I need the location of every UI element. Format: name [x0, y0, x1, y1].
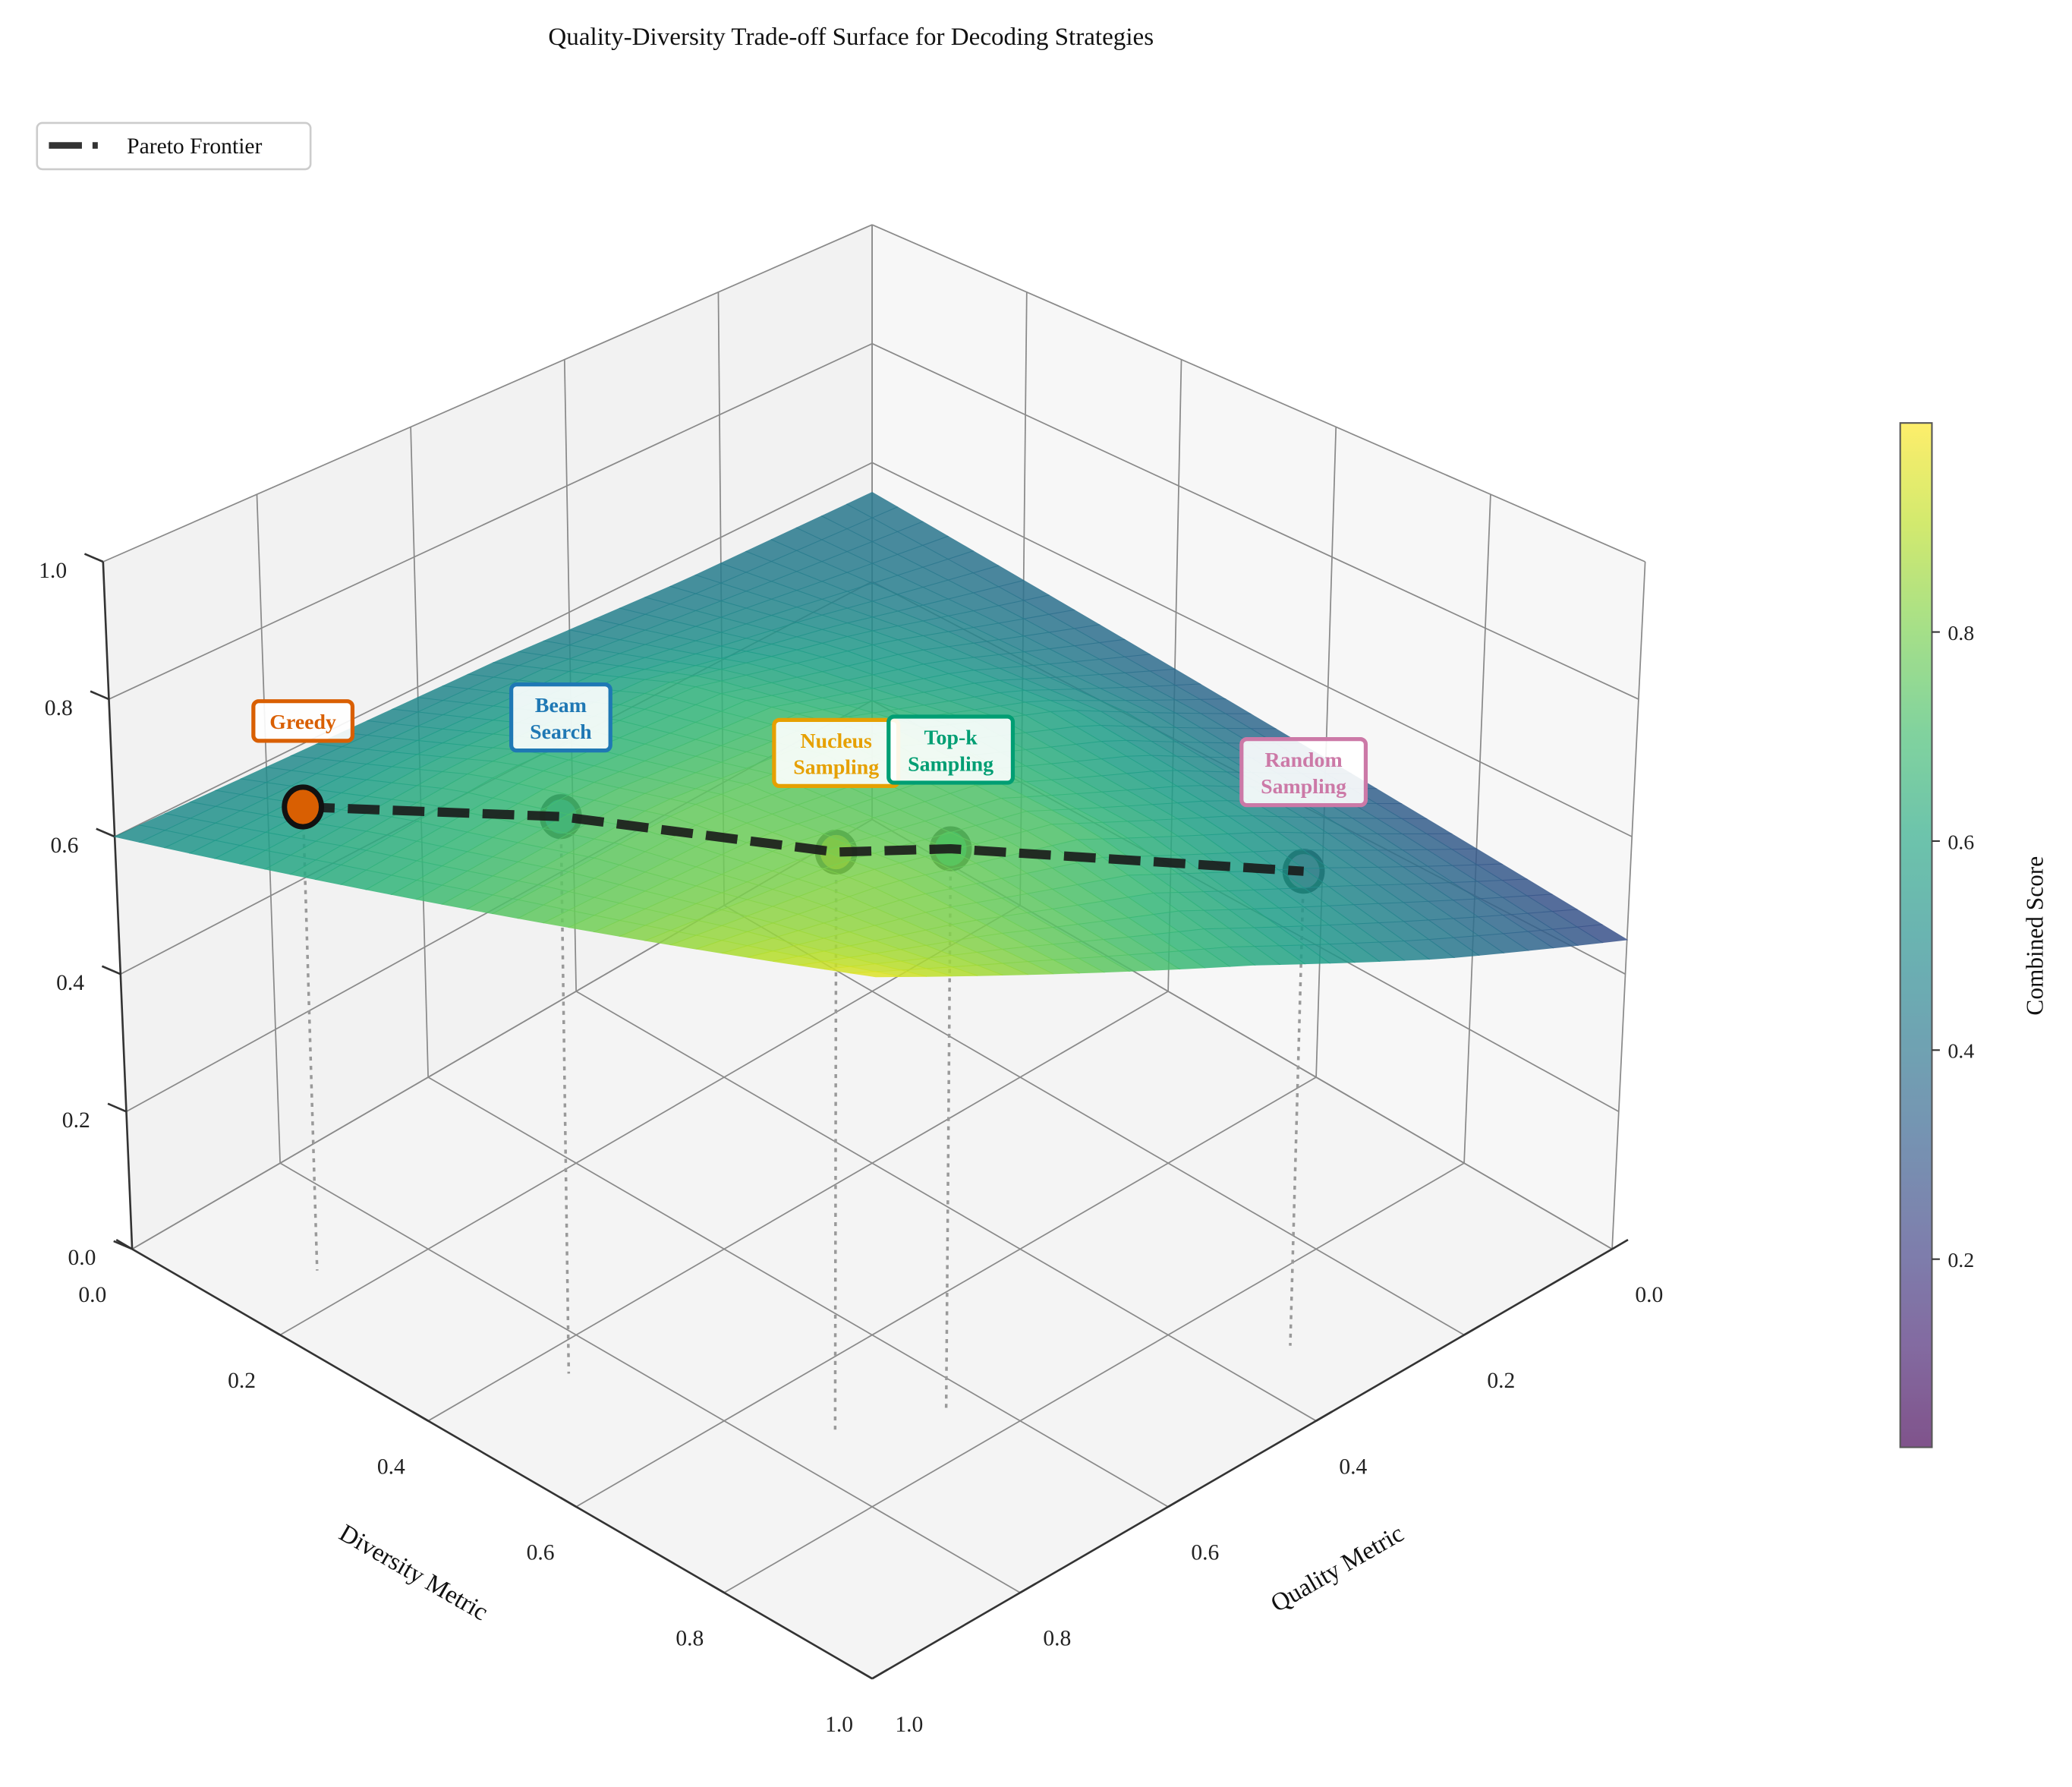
z-tick-mark: [113, 1240, 133, 1250]
legend-label: Pareto Frontier: [127, 134, 262, 159]
colorbar: 0.2 0.4 0.6 0.8 Combined Score: [1899, 422, 2048, 1448]
x-tick-mark: [871, 1668, 889, 1680]
point-label-box: [1239, 736, 1368, 808]
gridline: [723, 1162, 1465, 1593]
gridline: [871, 224, 1645, 563]
x-tick-mark: [1463, 1325, 1481, 1336]
y-tick-label: 0.4: [377, 1454, 405, 1479]
colorbar-tick-label: 0.6: [1948, 830, 1974, 854]
x-tick-label: 0.8: [1043, 1627, 1071, 1651]
axes: 0.0 0.2 0.4 0.6 0.8 1.0 0.0 0.2 0.4 0.6 0.8 1.0 0.0 0…: [39, 553, 1663, 1737]
y-tick-mark: [263, 1325, 281, 1336]
chart-title: Quality-Diversity Trade-off Surface for …: [548, 24, 1154, 51]
drop-line: [301, 806, 319, 1271]
gridline: [575, 1076, 1317, 1508]
drop-line: [833, 852, 838, 1434]
x-tick-label: 0.2: [1487, 1369, 1515, 1393]
surface: [113, 491, 1629, 978]
x-tick-label: 1.0: [895, 1713, 923, 1737]
data-point-marker: [282, 784, 324, 830]
z-tick-label: 1.0: [39, 559, 67, 583]
y-tick-mark: [411, 1410, 429, 1422]
x-tick-mark: [1611, 1239, 1629, 1250]
point-label-text: Sampling: [793, 756, 879, 780]
colorbar-gradient: [1899, 422, 1933, 1448]
z-tick-label: 0.8: [45, 696, 73, 720]
point-label: Nucleus Sampling: [772, 717, 901, 789]
point-label-text: Sampling: [908, 752, 993, 776]
z-tick-label: 0.6: [50, 834, 78, 858]
z-tick-mark: [90, 690, 109, 701]
point-label-text: Sampling: [1261, 775, 1346, 799]
gridline: [871, 342, 1639, 700]
z-tick-mark: [101, 965, 121, 975]
y-tick-label: 1.0: [825, 1713, 853, 1737]
pareto-frontier-line: [302, 802, 1305, 876]
y-tick-mark: [559, 1496, 577, 1508]
gridline: [102, 224, 873, 563]
surface-patch: [849, 971, 902, 978]
y-tick-label: 0.6: [527, 1541, 555, 1565]
x-tick-mark: [1315, 1410, 1333, 1422]
x-axis-line: [871, 1248, 1613, 1680]
z-tick-label: 0.2: [62, 1108, 90, 1133]
gridline: [1463, 494, 1491, 1164]
y-axis-line: [131, 1248, 873, 1680]
colorbar-tick-label: 0.8: [1948, 622, 1974, 645]
legend-frame: [36, 121, 312, 171]
legend: Pareto Frontier: [36, 121, 312, 171]
point-label-box: [509, 682, 612, 753]
gridline: [427, 991, 1169, 1422]
x-tick-label: 0.0: [1635, 1283, 1663, 1307]
y-tick-mark: [707, 1582, 725, 1594]
point-label: Random Sampling: [1239, 736, 1368, 808]
point-label-text: Top-k: [924, 726, 978, 750]
gridline: [114, 462, 873, 837]
x-tick-mark: [1019, 1582, 1037, 1594]
gridline: [1611, 561, 1646, 1250]
x-tick-label: 0.6: [1191, 1541, 1219, 1565]
y-tick-label: 0.8: [675, 1627, 704, 1651]
gridline: [723, 904, 1465, 1336]
point-label-box: [251, 699, 355, 743]
pareto-frontier: [302, 802, 1305, 876]
gridline: [279, 1162, 1021, 1593]
points-over-surface: [282, 784, 324, 830]
colorbar-tick-label: 0.4: [1948, 1040, 1974, 1064]
x-axis-label: Quality Metric: [1266, 1520, 1408, 1618]
y-tick-mark: [855, 1668, 873, 1680]
y-axis-label: Diversity Metric: [335, 1519, 493, 1626]
point-label: Greedy: [251, 699, 355, 743]
z-tick-mark: [107, 1102, 127, 1113]
point-label-text: Beam: [535, 694, 587, 717]
gridline: [109, 342, 873, 700]
gridline: [871, 462, 1633, 837]
x-tick-label: 0.4: [1339, 1454, 1367, 1479]
colorbar-tick-label: 0.2: [1948, 1249, 1974, 1272]
point-label-text: Search: [530, 720, 592, 744]
z-tick-mark: [83, 553, 104, 563]
x-tick-mark: [1167, 1496, 1185, 1508]
point-label-text: Greedy: [269, 711, 336, 734]
gridline: [427, 1076, 1169, 1508]
point-label-text: Nucleus: [801, 730, 873, 753]
point-label-box: [886, 714, 1016, 785]
z-tick-label: 0.4: [56, 971, 84, 995]
z-tick-label: 0.0: [68, 1246, 96, 1270]
colorbar-label: Combined Score: [2022, 856, 2048, 1016]
point-label-text: Random: [1265, 749, 1343, 772]
z-axis-line: [102, 561, 134, 1250]
point-label: Beam Search: [509, 682, 612, 753]
z-tick-mark: [96, 827, 115, 838]
y-tick-label: 0.0: [78, 1283, 106, 1307]
gridline: [575, 991, 1317, 1422]
y-tick-label: 0.2: [228, 1369, 256, 1393]
